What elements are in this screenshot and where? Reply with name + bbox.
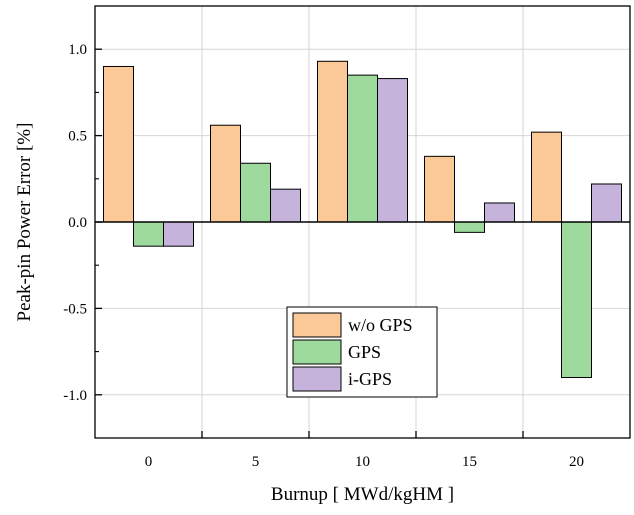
bars: [103, 60, 622, 379]
bar-i-gps-20: [591, 183, 622, 223]
y-tick-label: 0.5: [68, 129, 87, 145]
bar-i-gps-10: [377, 78, 408, 223]
bar-w-o-gps-0: [103, 65, 134, 223]
legend: w/o GPS GPS i-GPS: [286, 306, 438, 398]
x-tick-label: 15: [462, 454, 477, 470]
bar-i-gps-15: [484, 202, 515, 223]
bar-gps-0: [133, 221, 164, 247]
bar-gps-5: [240, 162, 271, 223]
legend-label: GPS: [348, 342, 381, 362]
x-tick-label: 20: [569, 454, 584, 470]
y-tick-label: 1.0: [68, 42, 87, 58]
bar-i-gps-0: [163, 221, 194, 247]
legend-label: w/o GPS: [348, 315, 413, 335]
bar-i-gps-5: [270, 188, 301, 223]
y-tick-label: -0.5: [63, 301, 87, 317]
y-tick-label: 0.0: [68, 215, 87, 231]
bar-w-o-gps-10: [317, 60, 348, 223]
bar-w-o-gps-5: [210, 124, 241, 223]
legend-swatch: [292, 366, 342, 392]
x-tick-label: 0: [145, 454, 153, 470]
x-tick-label: 10: [355, 454, 370, 470]
bar-gps-20: [561, 221, 592, 379]
axes: -1.0 -0.5 0.0 0.5 1.0 0 5 10 15 20: [63, 42, 584, 470]
bar-gps-10: [347, 74, 378, 223]
y-tick-label: -1.0: [63, 388, 87, 404]
bar-gps-15: [454, 221, 485, 233]
y-axis-title: Peak-pin Power Error [%]: [14, 123, 35, 322]
legend-swatch: [292, 312, 342, 338]
legend-swatch: [292, 339, 342, 365]
x-tick-label: 5: [252, 454, 260, 470]
legend-label: i-GPS: [348, 369, 392, 389]
x-axis-title: Burnup [ MWd/kgHM ]: [271, 484, 454, 505]
bar-w-o-gps-20: [531, 131, 562, 223]
bar-w-o-gps-15: [424, 155, 455, 223]
